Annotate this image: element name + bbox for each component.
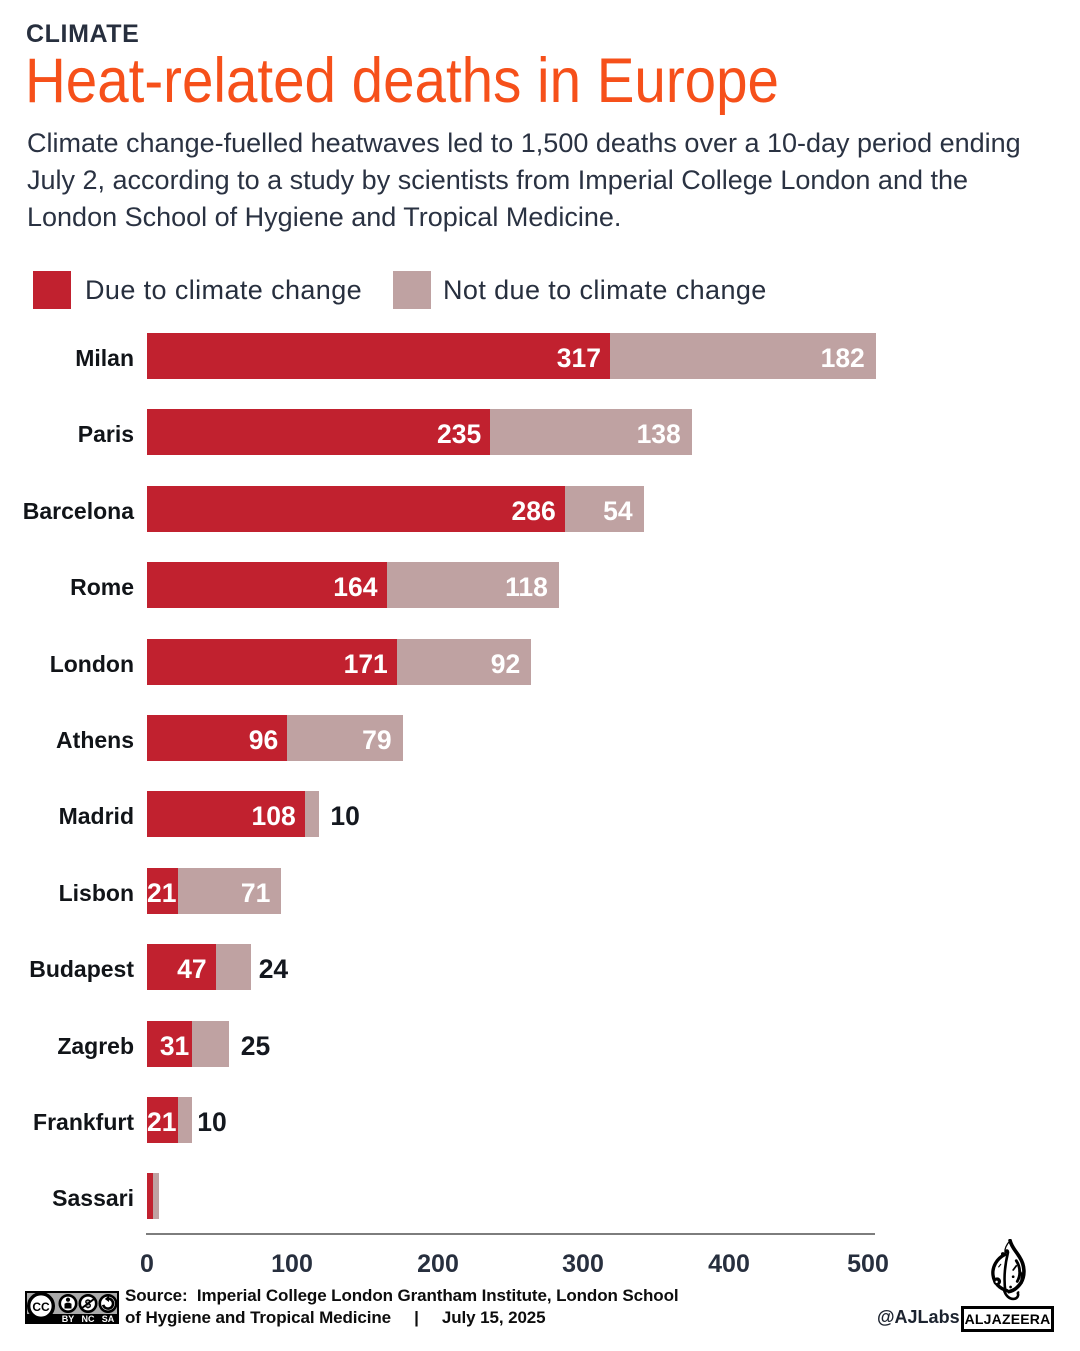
- svg-text:SA: SA: [102, 1314, 115, 1324]
- svg-text:NC: NC: [82, 1314, 95, 1324]
- svg-text:BY: BY: [62, 1314, 75, 1324]
- svg-text:CC: CC: [32, 1300, 50, 1314]
- svg-text:$: $: [85, 1299, 92, 1311]
